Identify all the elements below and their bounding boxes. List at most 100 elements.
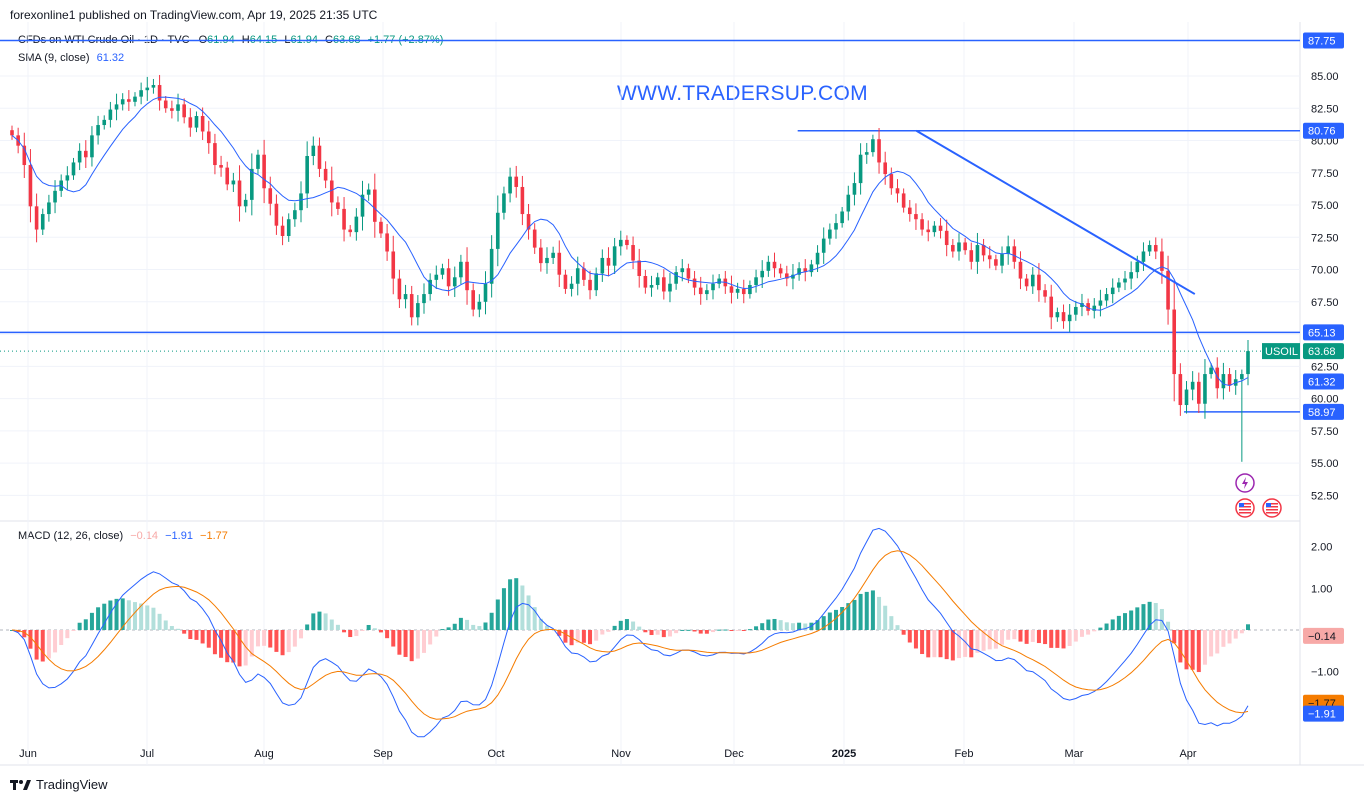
candle [440, 263, 445, 280]
candle [987, 246, 992, 269]
candle-body [163, 100, 168, 109]
candle-body [243, 199, 248, 207]
candle [809, 259, 814, 277]
candle-body [200, 116, 205, 132]
macd-histogram-bar [600, 630, 605, 635]
candle [932, 221, 937, 237]
candle [711, 274, 715, 300]
candle [114, 93, 119, 121]
macd-histogram-bar [618, 620, 623, 630]
candle [1166, 255, 1170, 325]
macd-histogram-bar [932, 630, 937, 658]
candle [1215, 357, 1220, 399]
time-tick-label: 2025 [832, 748, 856, 760]
candle [741, 279, 746, 304]
candle-body [1153, 245, 1158, 252]
macd-histogram-bar [200, 630, 205, 644]
candle [569, 276, 574, 297]
candle [459, 254, 463, 285]
candle [293, 202, 297, 227]
macd-histogram-bar [950, 630, 955, 661]
candle-body [828, 229, 832, 239]
candle [532, 223, 537, 254]
macd-histogram-bar [870, 590, 875, 630]
price-tag-label: 65.13 [1308, 327, 1336, 339]
price-tag: USOIL 63.68 [1262, 343, 1344, 360]
candle [1221, 362, 1226, 400]
flag-stripe [1266, 503, 1278, 505]
candle-body [920, 219, 924, 230]
macd-histogram-bar [993, 630, 998, 649]
candle-body [797, 268, 801, 275]
macd-histogram-bar [1092, 630, 1097, 632]
macd-histogram-bar [188, 630, 193, 640]
candle [754, 269, 758, 293]
macd-histogram-bar [225, 630, 230, 663]
macd-histogram-bar [1116, 615, 1121, 630]
candle-body [606, 257, 611, 266]
us-flag-icon[interactable] [1262, 498, 1282, 518]
candle [926, 220, 931, 242]
candle-body [901, 193, 906, 208]
candle-body [877, 139, 881, 163]
price-tick-label: 67.50 [1311, 297, 1339, 309]
candle [483, 271, 488, 315]
macd-pane [0, 527, 1300, 738]
candle [698, 276, 703, 305]
macd-histogram-bar [514, 578, 519, 630]
macd-histogram-bar [440, 629, 445, 631]
macd-histogram-bar [108, 600, 113, 630]
time-tick-label: Nov [611, 748, 631, 760]
macd-histogram-bar [465, 619, 470, 630]
macd-histogram-bar [735, 630, 740, 631]
macd-legend[interactable]: MACD (12, 26, close) −0.14 −1.91 −1.77 [18, 530, 228, 542]
candle [612, 238, 617, 274]
downtrend-line [915, 129, 1196, 295]
candle-body [1197, 381, 1201, 404]
candle [963, 237, 967, 255]
macd-histogram-bar [329, 619, 334, 630]
candle-body [631, 245, 635, 261]
candle [643, 269, 648, 294]
macd-histogram-bar [415, 630, 420, 659]
candle-body [483, 283, 488, 302]
candle-body [108, 109, 113, 120]
signal-line [11, 550, 1249, 720]
macd-histogram-bar [975, 630, 980, 653]
macd-histogram-bar [920, 630, 925, 655]
candle [1055, 307, 1060, 322]
candle [133, 92, 137, 107]
us-flag-icon[interactable] [1235, 498, 1255, 518]
price-tag-label: −0.14 [1308, 631, 1336, 643]
macd-histogram-bar [1141, 604, 1146, 630]
price-tag-box [1303, 122, 1344, 139]
trendline [915, 129, 1196, 295]
macd-histogram-bar [1024, 630, 1029, 644]
macd-histogram-bar [612, 625, 617, 630]
macd-histogram-bar [1153, 603, 1158, 630]
price-tag: −0.14 [1303, 627, 1344, 644]
candle-body [440, 268, 445, 275]
candle-body [655, 277, 660, 286]
candle [102, 115, 107, 130]
candle [606, 247, 611, 277]
candle [10, 125, 14, 140]
candle-body [969, 250, 974, 262]
flag-stripe [1239, 512, 1251, 514]
macd-histogram-bar [422, 630, 426, 653]
flag-stripe [1266, 509, 1278, 511]
macd-histogram-bar [588, 630, 593, 645]
candle-body [520, 186, 525, 215]
footer-brand[interactable]: TradingView [10, 777, 108, 792]
macd-histogram-bar [1006, 630, 1011, 640]
macd-histogram-bar [354, 630, 359, 637]
candle [655, 272, 660, 290]
sma-legend[interactable]: SMA (9, close) 61.32 [18, 52, 124, 64]
macd-histogram-bar [323, 613, 328, 630]
candle-body [329, 180, 334, 203]
price-tag: 80.76 [1303, 122, 1344, 139]
macd-histogram-bar [132, 602, 137, 630]
candle [373, 173, 377, 238]
candle-body [77, 150, 82, 163]
